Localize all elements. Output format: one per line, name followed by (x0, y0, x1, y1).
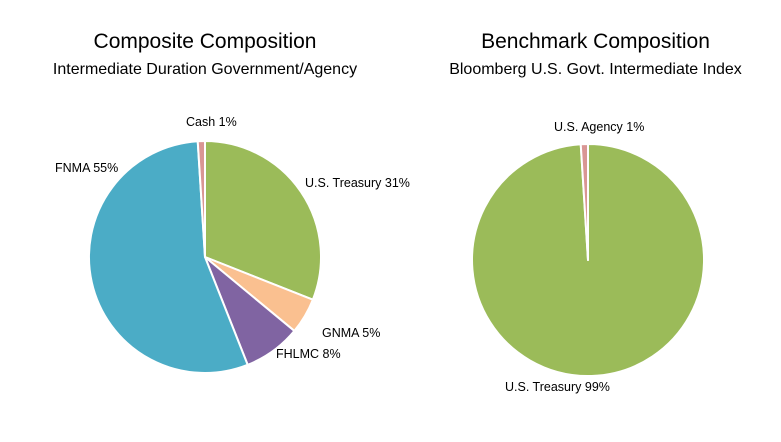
chart-title: Composite Composition (93, 30, 317, 53)
slice-label-gnma: GNMA 5% (322, 326, 380, 340)
composite-pie-svg: U.S. Treasury 31% GNMA 5% FHLMC 8% FNMA 55%… (55, 115, 410, 374)
chart-subtitle: Bloomberg U.S. Govt. Intermediate Index (449, 61, 742, 78)
slice-label-cash: Cash 1% (186, 115, 237, 129)
slice-label-fhlmc: FHLMC 8% (276, 347, 341, 361)
pie-slice-u-s-agency (579, 143, 589, 261)
pie-slice-fnma (88, 140, 249, 374)
pie-slice-cash (196, 140, 206, 258)
chart-subtitle: Intermediate Duration Government/Agency (52, 61, 358, 78)
benchmark-pie-svg: U.S. Treasury 99% U.S. Agency 1% (471, 120, 705, 394)
composite-pie-chart: Composite Composition Intermediate Durat… (52, 30, 410, 374)
benchmark-pie-chart: Benchmark Composition Bloomberg U.S. Gov… (410, 0, 781, 442)
slice-label-u-s-treasury: U.S. Treasury 99% (505, 380, 610, 394)
slice-label-u-s-treasury: U.S. Treasury 31% (305, 176, 410, 190)
pie-slice-u-s-treasury (204, 140, 322, 301)
slice-label-u-s-agency: U.S. Agency 1% (554, 120, 644, 134)
slice-label-fnma: FNMA 55% (55, 161, 118, 175)
chart-title: Benchmark Composition (481, 30, 710, 53)
